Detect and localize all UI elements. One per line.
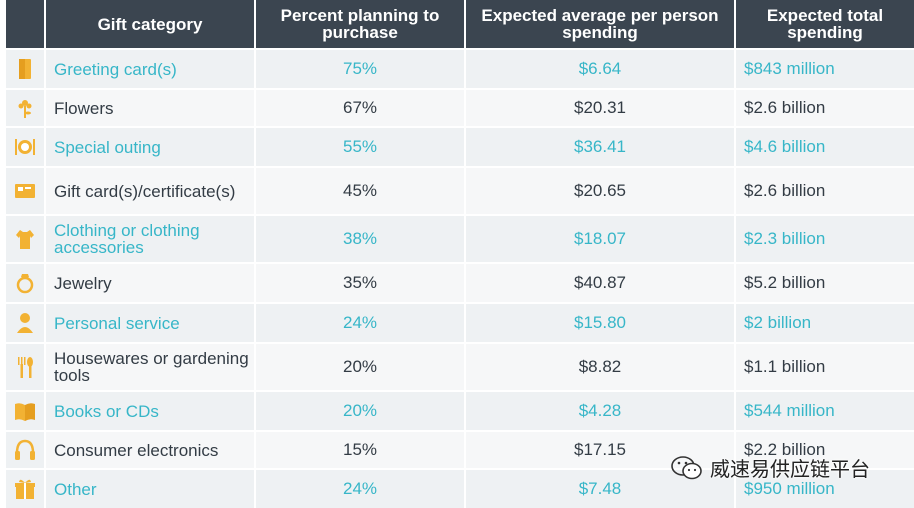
total-spending: $950 million — [736, 470, 914, 508]
percent-planning: 38% — [256, 216, 466, 262]
gift-category: Special outing — [46, 128, 256, 166]
table-row: Other 24% $7.48 $950 million — [6, 468, 914, 508]
total-spending: $2.6 billion — [736, 168, 914, 214]
gift-category: Consumer electronics — [46, 432, 256, 468]
total-spending: $4.6 billion — [736, 128, 914, 166]
utensils-icon — [18, 357, 33, 378]
row-icon-cell — [6, 90, 46, 126]
table-body: Greeting card(s) 75% $6.64 $843 million Flow… — [6, 48, 914, 508]
watermark-text: 威速易供应链平台 — [710, 459, 870, 481]
average-spending: $6.64 — [466, 50, 736, 88]
row-icon-cell — [6, 470, 46, 508]
percent-planning: 35% — [256, 264, 466, 302]
table-row: Personal service 24% $15.80 $2 billion — [6, 302, 914, 342]
person-icon — [17, 313, 33, 333]
average-spending: $20.31 — [466, 90, 736, 126]
table-row: Jewelry 35% $40.87 $5.2 billion — [6, 262, 914, 302]
ring-icon — [16, 274, 34, 294]
table-header: Gift category Percent planning to purcha… — [6, 0, 914, 48]
row-icon-cell — [6, 216, 46, 262]
average-spending: $18.07 — [466, 216, 736, 262]
average-spending: $36.41 — [466, 128, 736, 166]
gift-category: Gift card(s)/certificate(s) — [46, 168, 256, 214]
gift-category: Jewelry — [46, 264, 256, 302]
book-icon — [15, 403, 35, 421]
table-row: Books or CDs 20% $4.28 $544 million — [6, 390, 914, 430]
percent-planning: 45% — [256, 168, 466, 214]
wechat-icon — [671, 455, 702, 479]
row-icon-cell — [6, 392, 46, 430]
average-spending: $40.87 — [466, 264, 736, 302]
total-spending: $2 billion — [736, 304, 914, 342]
percent-planning: 67% — [256, 90, 466, 126]
row-icon-cell — [6, 344, 46, 390]
percent-planning: 24% — [256, 470, 466, 508]
header-average-spending: Expected average per person spending — [466, 0, 736, 48]
total-spending: $843 million — [736, 50, 914, 88]
average-spending: $17.15 — [466, 432, 736, 468]
row-icon-cell — [6, 432, 46, 468]
total-spending: $5.2 billion — [736, 264, 914, 302]
total-spending: $2.3 billion — [736, 216, 914, 262]
table-row: Flowers 67% $20.31 $2.6 billion — [6, 88, 914, 126]
row-icon-cell — [6, 50, 46, 88]
percent-planning: 24% — [256, 304, 466, 342]
percent-planning: 20% — [256, 344, 466, 390]
greeting-card-icon — [19, 59, 31, 79]
headphones-icon — [15, 439, 35, 460]
gift-category: Greeting card(s) — [46, 50, 256, 88]
gift-category: Personal service — [46, 304, 256, 342]
watermark: 威速易供应链平台 — [670, 453, 870, 482]
gift-category: Clothing or clothing accessories — [46, 216, 256, 262]
icon-column-header — [6, 0, 46, 48]
table-row: Special outing 55% $36.41 $4.6 billion — [6, 126, 914, 166]
header-percent-planning: Percent planning to purchase — [256, 0, 466, 48]
header-total-spending: Expected total spending — [766, 6, 884, 42]
flower-icon — [18, 100, 32, 118]
shirt-icon — [16, 230, 34, 249]
average-spending: $4.28 — [466, 392, 736, 430]
gift-category: Other — [46, 470, 256, 508]
table-row: Gift card(s)/certificate(s) 45% $20.65 $2.6… — [6, 166, 914, 214]
table-row: Clothing or clothing accessories 38% $18.0… — [6, 214, 914, 262]
row-icon-cell — [6, 264, 46, 302]
gift-box-icon — [15, 479, 35, 499]
row-icon-cell — [6, 168, 46, 214]
percent-planning: 20% — [256, 392, 466, 430]
gift-category: Housewares or gardening tools — [46, 344, 256, 390]
gift-category: Flowers — [46, 90, 256, 126]
spending-table: Gift category Percent planning to purcha… — [6, 0, 914, 508]
table-row: Greeting card(s) 75% $6.64 $843 million — [6, 48, 914, 88]
gift-card-icon — [15, 184, 35, 198]
total-spending: $2.2 billion — [736, 432, 914, 468]
percent-planning: 55% — [256, 128, 466, 166]
total-spending: $544 million — [736, 392, 914, 430]
total-spending: $1.1 billion — [736, 344, 914, 390]
average-spending: $15.80 — [466, 304, 736, 342]
row-icon-cell — [6, 128, 46, 166]
percent-planning: 15% — [256, 432, 466, 468]
average-spending: $20.65 — [466, 168, 736, 214]
row-icon-cell — [6, 304, 46, 342]
table-row: Housewares or gardening tools 20% $8.82 $1.… — [6, 342, 914, 390]
dining-plate-icon — [15, 139, 35, 155]
total-spending: $2.6 billion — [736, 90, 914, 126]
average-spending: $8.82 — [466, 344, 736, 390]
header-gift-category: Gift category — [46, 0, 256, 48]
percent-planning: 75% — [256, 50, 466, 88]
gift-category: Books or CDs — [46, 392, 256, 430]
table-row: Consumer electronics 15% $17.15 $2.2 billio… — [6, 430, 914, 468]
